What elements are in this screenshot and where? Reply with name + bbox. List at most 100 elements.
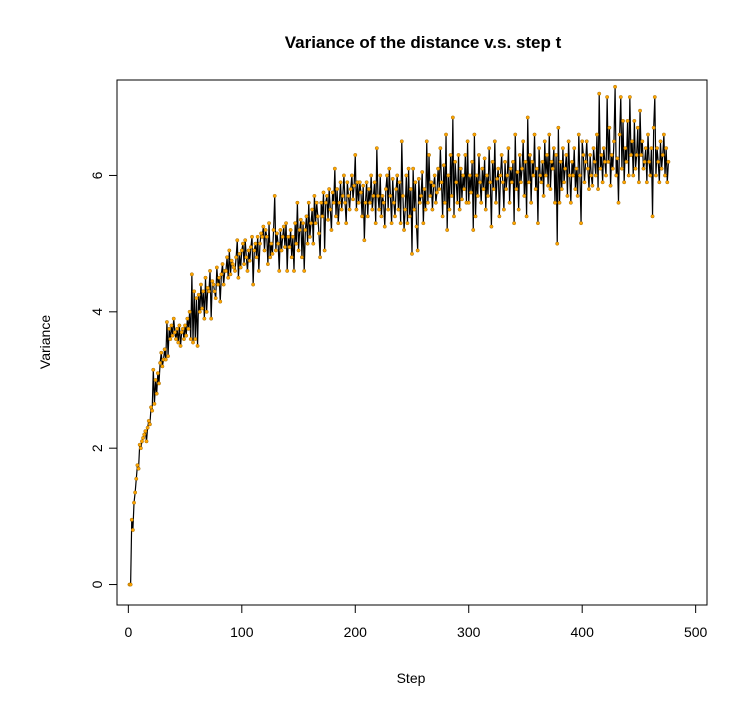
data-point bbox=[487, 146, 492, 151]
data-point bbox=[269, 241, 274, 246]
data-point bbox=[498, 173, 503, 178]
data-point bbox=[250, 234, 254, 239]
data-point bbox=[505, 173, 510, 178]
data-point bbox=[631, 173, 636, 178]
data-point bbox=[657, 180, 662, 185]
data-point bbox=[492, 139, 497, 144]
data-point bbox=[158, 361, 163, 365]
data-point bbox=[365, 214, 370, 219]
data-point bbox=[394, 187, 399, 191]
data-point bbox=[634, 153, 639, 157]
data-point bbox=[410, 251, 414, 256]
data-point bbox=[371, 194, 376, 198]
data-point bbox=[523, 159, 528, 164]
data-point bbox=[135, 463, 140, 468]
data-point bbox=[259, 231, 263, 236]
data-point bbox=[379, 214, 384, 219]
data-point bbox=[430, 207, 435, 212]
data-point bbox=[199, 282, 203, 287]
data-point bbox=[616, 200, 621, 205]
data-point bbox=[429, 180, 434, 185]
data-point bbox=[318, 255, 322, 260]
data-point bbox=[253, 241, 258, 246]
data-point bbox=[530, 159, 535, 164]
data-point bbox=[526, 180, 531, 185]
data-point bbox=[624, 159, 629, 164]
data-point bbox=[231, 265, 236, 270]
data-point bbox=[632, 119, 637, 123]
data-point bbox=[598, 166, 603, 171]
data-point bbox=[600, 180, 605, 185]
data-point bbox=[378, 173, 383, 178]
data-point bbox=[597, 91, 602, 96]
data-point bbox=[293, 221, 298, 226]
data-point bbox=[580, 139, 585, 144]
data-point bbox=[372, 180, 377, 185]
data-point bbox=[197, 309, 202, 314]
data-point bbox=[272, 194, 277, 198]
data-point bbox=[235, 238, 240, 243]
data-point bbox=[507, 200, 512, 205]
data-point bbox=[338, 180, 343, 185]
data-point bbox=[415, 248, 420, 253]
data-point bbox=[226, 275, 231, 280]
data-point bbox=[147, 422, 152, 427]
data-point bbox=[617, 132, 622, 137]
data-point bbox=[516, 207, 521, 212]
data-point bbox=[312, 194, 317, 198]
data-point bbox=[480, 166, 485, 171]
data-point bbox=[279, 248, 284, 253]
data-point bbox=[176, 340, 181, 345]
data-point bbox=[666, 159, 671, 164]
data-point bbox=[281, 224, 286, 229]
data-point bbox=[186, 326, 191, 331]
data-point bbox=[602, 159, 607, 164]
data-point bbox=[565, 194, 570, 198]
data-point bbox=[641, 166, 646, 171]
data-point bbox=[396, 207, 401, 212]
data-point bbox=[558, 159, 563, 164]
data-point bbox=[623, 146, 628, 151]
data-point bbox=[256, 269, 261, 273]
data-point bbox=[195, 344, 200, 348]
x-tick-label: 500 bbox=[684, 624, 708, 640]
data-point bbox=[458, 166, 463, 171]
data-point bbox=[587, 187, 591, 191]
data-point bbox=[500, 180, 505, 185]
data-point bbox=[540, 159, 545, 164]
data-point bbox=[478, 180, 482, 185]
data-point bbox=[189, 272, 194, 277]
data-point bbox=[397, 180, 402, 185]
data-point bbox=[534, 166, 539, 171]
data-point bbox=[167, 326, 172, 331]
data-point bbox=[414, 224, 419, 229]
data-point bbox=[503, 159, 507, 164]
data-point bbox=[133, 490, 138, 495]
data-point bbox=[411, 166, 416, 171]
data-point bbox=[262, 248, 267, 253]
data-point bbox=[155, 371, 160, 376]
data-point bbox=[581, 153, 586, 157]
data-point bbox=[533, 187, 538, 191]
data-point bbox=[357, 180, 362, 185]
data-point bbox=[513, 132, 518, 137]
data-point bbox=[650, 214, 655, 219]
data-point bbox=[387, 166, 392, 171]
data-point bbox=[599, 153, 604, 157]
data-point bbox=[562, 180, 566, 185]
data-point bbox=[377, 207, 381, 212]
data-point bbox=[280, 234, 285, 239]
data-point bbox=[551, 146, 556, 151]
data-point bbox=[424, 139, 429, 144]
data-point bbox=[438, 146, 443, 151]
data-point bbox=[344, 221, 349, 226]
chart-title: Variance of the distance v.s. step t bbox=[285, 33, 562, 52]
data-point bbox=[440, 214, 445, 219]
data-point bbox=[221, 282, 226, 287]
data-point bbox=[401, 194, 405, 198]
data-point bbox=[172, 330, 177, 335]
data-point bbox=[248, 245, 253, 249]
data-point bbox=[141, 436, 146, 440]
data-point bbox=[324, 194, 329, 198]
data-point bbox=[168, 337, 173, 341]
